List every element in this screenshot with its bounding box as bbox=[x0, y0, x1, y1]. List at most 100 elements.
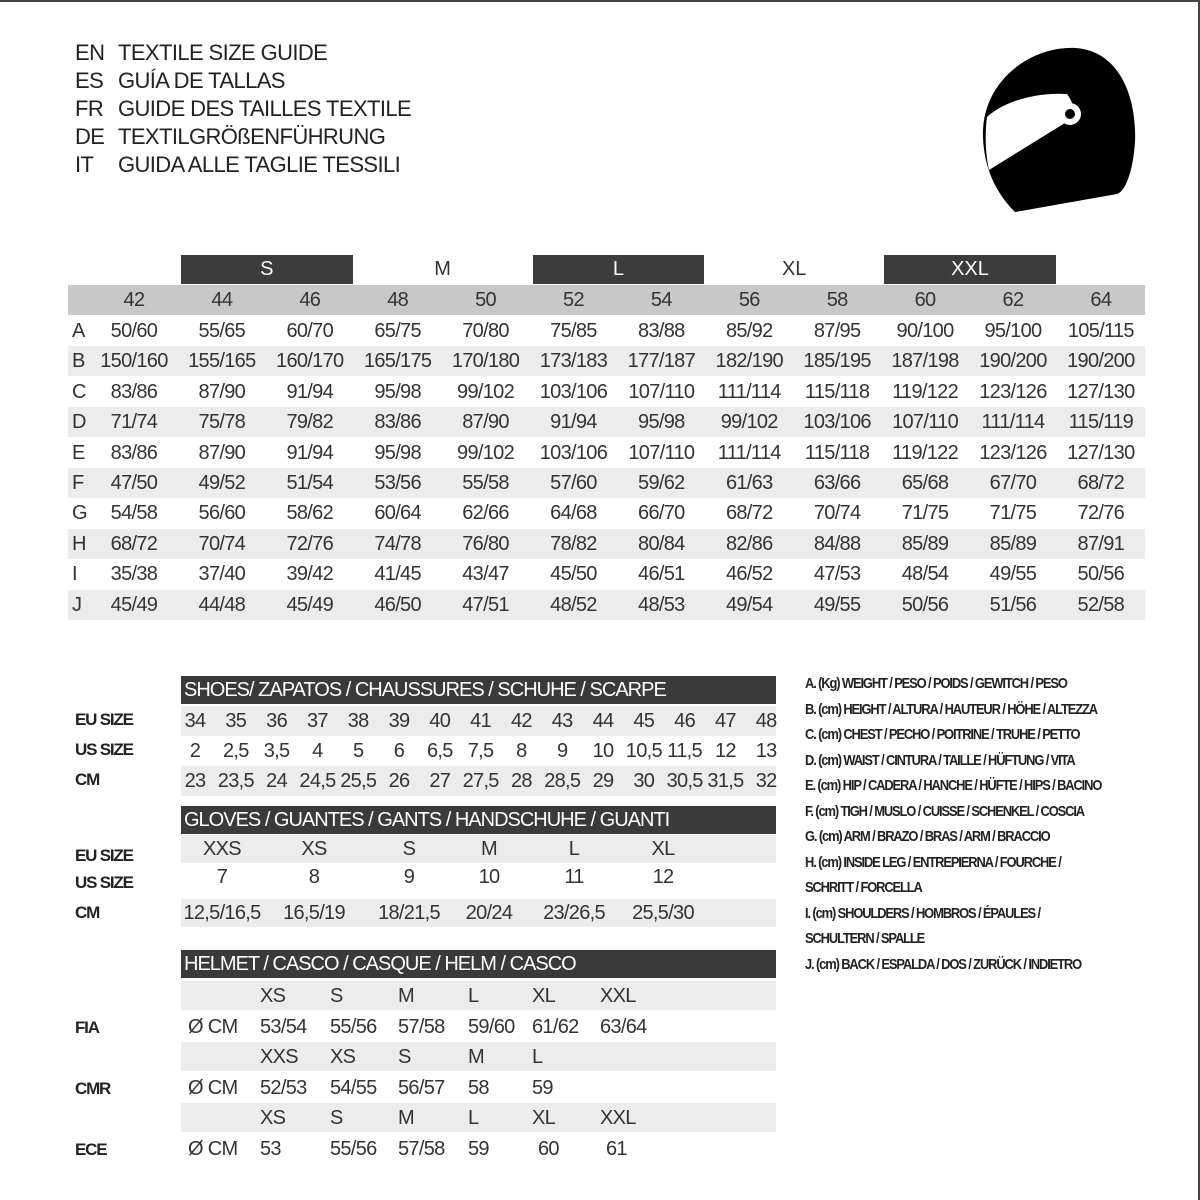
table-cell: 55/58 bbox=[462, 472, 509, 494]
legend-item: SCHULTERN / SPALLE bbox=[805, 930, 925, 947]
shoe-size-cell: 43 bbox=[551, 710, 574, 732]
helmet-size-value: 53 bbox=[260, 1138, 282, 1160]
table-cell: 75/85 bbox=[550, 320, 597, 342]
glove-size-cell: L bbox=[568, 838, 580, 860]
glove-size-cell: XL bbox=[651, 838, 675, 860]
shoe-size-cell: 26 bbox=[388, 770, 411, 792]
table-cell: 46/50 bbox=[374, 593, 421, 616]
helmet-size-label: XS bbox=[260, 985, 286, 1007]
shoe-size-cell: 6,5 bbox=[426, 740, 453, 762]
helmet-size-label: L bbox=[468, 1107, 479, 1129]
shoe-size-cell: 39 bbox=[388, 710, 411, 732]
table-cell: 35/38 bbox=[110, 563, 158, 586]
table-cell: 87/91 bbox=[1077, 532, 1125, 555]
column-header-46: 46 bbox=[299, 289, 321, 311]
table-cell: 123/126 bbox=[979, 380, 1047, 403]
shoe-size-cell: 29 bbox=[592, 770, 615, 792]
table-cell: 115/119 bbox=[1068, 411, 1134, 434]
table-cell: 123/126 bbox=[979, 441, 1047, 464]
glove-size-cell: 23/26,5 bbox=[543, 902, 606, 924]
table-cell: 47/51 bbox=[462, 593, 509, 616]
shoe-size-cell: 37 bbox=[306, 710, 329, 732]
shoe-size-cell: 30,5 bbox=[666, 770, 704, 792]
table-cell: 61/63 bbox=[725, 472, 773, 494]
table-cell: 85/89 bbox=[901, 532, 949, 555]
shoe-size-cell: 4 bbox=[312, 740, 323, 762]
table-cell: 58/62 bbox=[286, 502, 334, 525]
column-header-52: 52 bbox=[563, 289, 585, 311]
table-cell: 83/88 bbox=[638, 320, 685, 342]
shoe-size-cell: 25,5 bbox=[340, 770, 377, 792]
shoe-size-cell: 8 bbox=[516, 740, 527, 762]
helmet-size-label: XS bbox=[260, 1107, 286, 1129]
table-cell: 70/74 bbox=[813, 502, 861, 525]
table-cell: 103/106 bbox=[539, 380, 608, 403]
row-stripe bbox=[68, 528, 1145, 559]
table-cell: 99/102 bbox=[720, 411, 779, 434]
legend-item: J. (cm) BACK / ESPALDA / DOS / ZURÜCK / … bbox=[805, 955, 1082, 973]
table-cell: 65/68 bbox=[901, 472, 949, 494]
shoe-size-cell: 10,5 bbox=[625, 740, 663, 762]
row-stripe bbox=[181, 1042, 776, 1071]
table-cell: 70/80 bbox=[462, 320, 509, 342]
title-text: GUIDE DES TAILLES TEXTILE bbox=[118, 96, 412, 121]
row-label-c: C bbox=[72, 380, 86, 403]
shoe-size-cell: 2,5 bbox=[222, 740, 249, 762]
title-line: DE TEXTILGRÖßENFÜHRUNG bbox=[75, 124, 386, 152]
row-stripe bbox=[68, 346, 1145, 377]
table-cell: 91/94 bbox=[286, 441, 334, 464]
row-stripe bbox=[181, 706, 776, 736]
table-cell: 70/74 bbox=[198, 532, 246, 555]
shoe-size-cell: 23,5 bbox=[217, 770, 255, 792]
helmet-size-value: 58 bbox=[468, 1077, 490, 1099]
helmet-size-value: 60 bbox=[538, 1138, 560, 1160]
table-cell: 62/66 bbox=[462, 502, 509, 525]
table-cell: 78/82 bbox=[550, 532, 597, 555]
table-cell: 66/70 bbox=[638, 502, 685, 525]
helmet-size-value: 59 bbox=[532, 1077, 554, 1099]
table-cell: 79/82 bbox=[286, 411, 334, 434]
table-cell: 68/72 bbox=[110, 532, 158, 555]
column-header-62: 62 bbox=[1002, 289, 1025, 311]
helmet-size-label: L bbox=[532, 1046, 543, 1068]
shoe-size-cell: 44 bbox=[592, 710, 615, 732]
glove-size-cell: 9 bbox=[403, 866, 415, 888]
row-label-f: F bbox=[72, 472, 84, 494]
row-label-h: H bbox=[72, 532, 86, 555]
column-header-42: 42 bbox=[123, 289, 146, 311]
table-cell: 99/102 bbox=[457, 441, 515, 464]
table-cell: 87/90 bbox=[198, 380, 246, 403]
shoe-size-cell: 45 bbox=[633, 710, 655, 732]
helmet-size-value: 59/60 bbox=[468, 1016, 515, 1038]
shoe-size-cell: 2 bbox=[189, 740, 201, 762]
row-stripe bbox=[68, 468, 1145, 498]
table-cell: 103/106 bbox=[539, 441, 608, 464]
glove-size-cell: M bbox=[481, 838, 498, 860]
table-cell: 95/98 bbox=[374, 380, 421, 403]
shoe-size-cell: 48 bbox=[755, 710, 778, 732]
table-cell: 190/200 bbox=[1067, 350, 1135, 373]
title-text: GUÍA DE TALLAS bbox=[118, 68, 285, 93]
table-cell: 83/86 bbox=[110, 380, 158, 403]
table-cell: 91/94 bbox=[550, 411, 597, 434]
column-header-64: 64 bbox=[1090, 289, 1112, 311]
table-cell: 71/75 bbox=[989, 502, 1037, 525]
legend-item: SCHRITT / FORCELLA bbox=[805, 879, 923, 896]
standard-label-fia: FIA bbox=[75, 1018, 100, 1037]
glove-size-cell: S bbox=[402, 838, 416, 860]
table-cell: 187/198 bbox=[891, 350, 959, 373]
shoe-size-cell: 24 bbox=[266, 770, 288, 792]
legend-item: F. (cm) TIGH / MUSLO / CUISSE / SCHENKEL… bbox=[805, 802, 1085, 820]
table-cell: 85/89 bbox=[989, 532, 1037, 555]
table-cell: 127/130 bbox=[1067, 441, 1135, 464]
language-code: FR bbox=[75, 96, 104, 121]
table-cell: 83/86 bbox=[110, 441, 158, 464]
table-cell: 71/75 bbox=[901, 502, 949, 525]
table-cell: 52/58 bbox=[1077, 593, 1125, 616]
table-cell: 119/122 bbox=[892, 441, 959, 464]
table-cell: 49/54 bbox=[725, 593, 773, 616]
table-cell: 95/98 bbox=[374, 441, 421, 464]
size-group-s: S bbox=[180, 255, 353, 284]
helmet-size-label: M bbox=[398, 1107, 415, 1129]
helmet-size-label: M bbox=[468, 1046, 485, 1068]
